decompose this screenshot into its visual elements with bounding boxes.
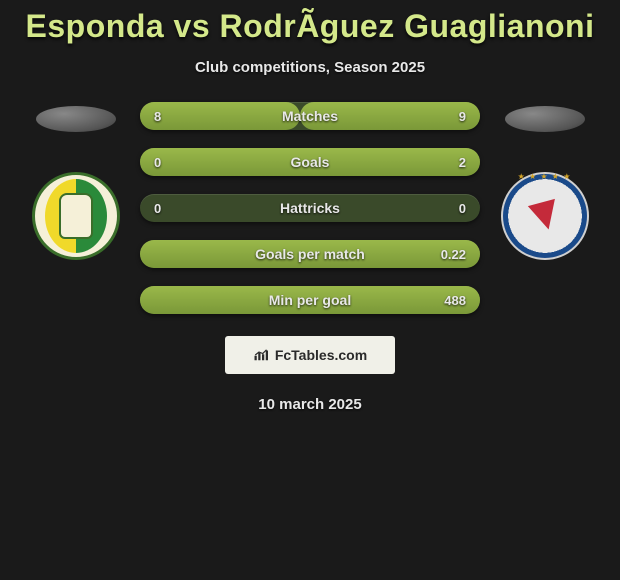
left-player-col — [23, 102, 128, 260]
stat-label: Goals — [291, 154, 330, 170]
comparison-body: 8 Matches 9 0 Goals 2 0 Hattricks 0 — [0, 102, 620, 314]
stat-left-value: 0 — [154, 201, 161, 216]
stat-row-gpm: Goals per match 0.22 — [140, 240, 480, 268]
stat-right-value: 488 — [444, 293, 466, 308]
comparison-card: Esponda vs RodrÃ­guez Guaglianoni Club c… — [0, 0, 620, 413]
branding-text: FcTables.com — [275, 347, 367, 363]
stat-right-value: 0.22 — [441, 247, 466, 262]
stat-label: Min per goal — [269, 292, 351, 308]
stat-label: Matches — [282, 108, 338, 124]
stat-right-value: 2 — [459, 155, 466, 170]
left-player-avatar — [36, 106, 116, 132]
left-club-badge — [32, 172, 120, 260]
right-club-badge — [501, 172, 589, 260]
page-title: Esponda vs RodrÃ­guez Guaglianoni — [0, 8, 620, 45]
stat-left-value: 8 — [154, 109, 161, 124]
date-line: 10 march 2025 — [0, 396, 620, 413]
stat-right-value: 0 — [459, 201, 466, 216]
stat-label: Hattricks — [280, 200, 340, 216]
chart-icon — [253, 348, 271, 362]
stat-label: Goals per match — [255, 246, 365, 262]
stat-left-value: 0 — [154, 155, 161, 170]
stat-row-goals: 0 Goals 2 — [140, 148, 480, 176]
right-player-avatar — [505, 106, 585, 132]
subtitle: Club competitions, Season 2025 — [0, 59, 620, 76]
stat-row-matches: 8 Matches 9 — [140, 102, 480, 130]
stats-column: 8 Matches 9 0 Goals 2 0 Hattricks 0 — [140, 102, 480, 314]
right-player-col — [492, 102, 597, 260]
branding-link[interactable]: FcTables.com — [225, 336, 395, 374]
stat-row-mpg: Min per goal 488 — [140, 286, 480, 314]
stat-right-value: 9 — [459, 109, 466, 124]
stat-fill-left — [140, 102, 300, 130]
stat-row-hattricks: 0 Hattricks 0 — [140, 194, 480, 222]
